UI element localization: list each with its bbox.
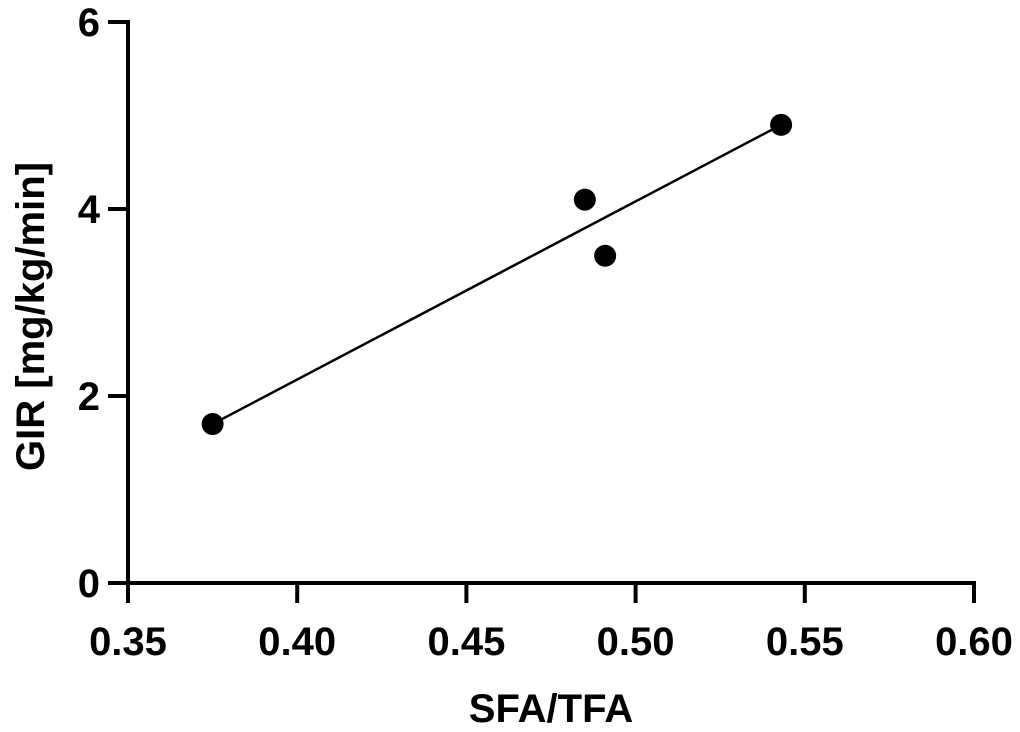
y-tick-label: 4 xyxy=(78,188,101,232)
y-tick-label: 6 xyxy=(78,1,100,45)
y-axis-title: GIR [mg/kg/min] xyxy=(9,162,53,471)
x-tick-label: 0.35 xyxy=(89,620,167,664)
axes xyxy=(126,20,976,585)
x-tick-label: 0.60 xyxy=(935,620,1013,664)
x-axis-title: SFA/TFA xyxy=(469,687,633,731)
x-tick-label: 0.50 xyxy=(597,620,675,664)
data-point xyxy=(770,113,793,136)
y-tick-label: 2 xyxy=(78,375,100,419)
data-point xyxy=(201,413,224,436)
data-point xyxy=(594,244,617,267)
data-points xyxy=(201,113,793,436)
regression-line xyxy=(212,123,782,426)
y-tick-label: 0 xyxy=(78,562,100,606)
data-point xyxy=(573,188,596,211)
x-tick-label: 0.45 xyxy=(427,620,505,664)
x-tick-label: 0.55 xyxy=(766,620,844,664)
x-ticks: 0.35 0.40 0.45 0.50 0.55 0.60 xyxy=(89,583,1013,664)
y-ticks: 0 2 4 6 xyxy=(78,1,128,606)
fit-line-group xyxy=(212,123,782,426)
x-tick-label: 0.40 xyxy=(258,620,336,664)
